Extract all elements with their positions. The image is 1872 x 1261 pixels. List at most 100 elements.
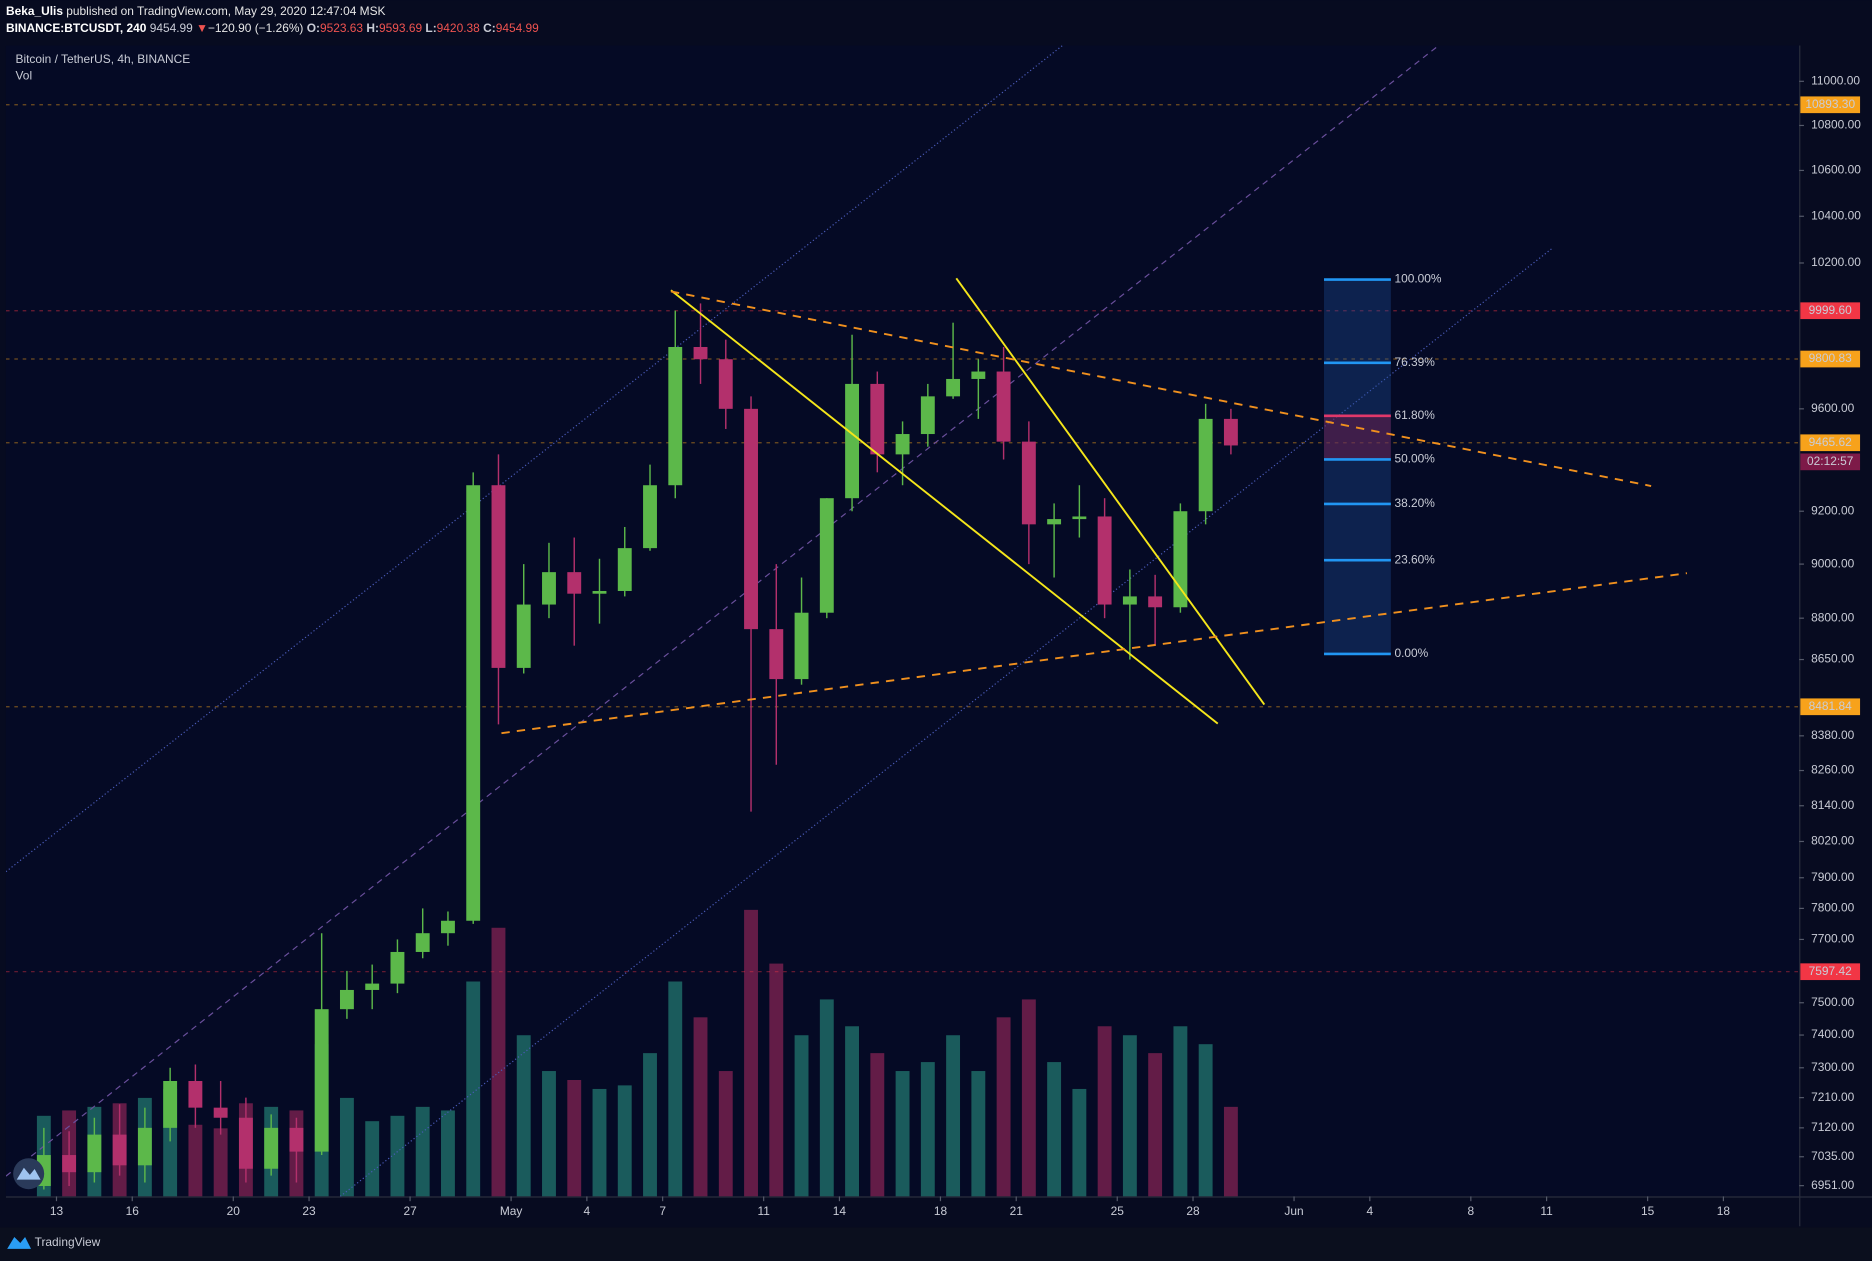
price-tag [1800, 698, 1861, 716]
y-tick-label: 6951.00 [1811, 1178, 1854, 1192]
fib-label: 50.00% [1394, 452, 1435, 466]
candle-body [112, 1134, 127, 1166]
y-tick-label: 11000.00 [1811, 73, 1860, 87]
y-tick-label: 7500.00 [1811, 995, 1854, 1009]
x-tick-label: 25 [1111, 1204, 1125, 1218]
volume-bar [339, 1097, 354, 1197]
last: 9454.99 [150, 21, 193, 35]
author[interactable]: Beka_Ulis [6, 4, 63, 18]
x-tick-label: 23 [302, 1204, 316, 1218]
volume-bar [213, 1128, 228, 1197]
fib-label: 0.00% [1394, 646, 1428, 660]
low: 9420.38 [437, 21, 480, 35]
change: −120.90 (−1.26%) [208, 21, 303, 35]
volume-bar [365, 1121, 380, 1197]
y-tick-label: 7800.00 [1811, 901, 1854, 915]
brand[interactable]: TradingView [35, 1235, 101, 1249]
price-tag [1800, 434, 1861, 452]
header-line: Beka_Ulis published on TradingView.com, … [6, 4, 386, 18]
candle-body [137, 1127, 152, 1166]
volume-bar [1047, 1062, 1062, 1197]
volume-bar [845, 1026, 860, 1197]
volume-bar [415, 1106, 430, 1197]
price-tags: 10893.30 9999.60 9800.83 9465.62 8481.84 7597… [1800, 96, 1861, 981]
y-tick-label: 8020.00 [1811, 834, 1854, 848]
y-tick-label: 8800.00 [1811, 610, 1854, 624]
volume-bar [1223, 1106, 1238, 1197]
x-tick-label: 8 [1468, 1204, 1475, 1218]
volume-bar [744, 909, 758, 1197]
candle-body [920, 396, 935, 435]
wedge-line [955, 277, 1266, 706]
x-tick-label: 13 [50, 1204, 64, 1218]
y-tick-label: 7300.00 [1811, 1060, 1854, 1074]
x-tick-label: 11 [757, 1204, 770, 1218]
volume-bar [794, 1035, 809, 1197]
candle-body [289, 1127, 304, 1152]
volume-bar [819, 999, 834, 1197]
candle-body [946, 378, 961, 397]
price-tag-label: 9465.62 [1809, 435, 1852, 449]
y-tick-label: 7400.00 [1811, 1027, 1854, 1041]
price-tag-label: 9800.83 [1809, 351, 1852, 365]
candle-body [314, 1009, 329, 1152]
candle-body [1021, 441, 1036, 525]
x-tick-label: 4 [1366, 1204, 1373, 1218]
y-tick-label: 8140.00 [1811, 798, 1854, 812]
fib-golden-zone [1324, 415, 1391, 460]
x-tick-label: 18 [934, 1204, 948, 1218]
candle-body [870, 383, 885, 455]
volume-bar [1173, 1026, 1188, 1197]
x-tick-label: 15 [1641, 1204, 1655, 1218]
volume-bar [188, 1124, 203, 1197]
candle-body [1072, 516, 1087, 520]
legend-volume: Vol [16, 69, 33, 83]
volume-bar [466, 981, 481, 1197]
x-tick-label: 18 [1717, 1204, 1731, 1218]
x-tick-label: 21 [1010, 1204, 1024, 1218]
y-tick-label: 10400.00 [1811, 208, 1861, 222]
countdown: 02:12:57 [1807, 454, 1854, 468]
candle-body [62, 1155, 77, 1173]
candle-body [567, 572, 582, 594]
y-tick-label: 9600.00 [1811, 401, 1854, 415]
candle-body [466, 485, 481, 921]
x-tick-label: 16 [126, 1204, 140, 1218]
volume-bar [769, 963, 784, 1197]
price-tag-label: 8481.84 [1809, 699, 1852, 713]
l-label: L: [425, 21, 436, 35]
price-tag-label: 7597.42 [1809, 964, 1852, 978]
volume-bar [1097, 1026, 1112, 1197]
candle-body [643, 485, 657, 549]
volume-bar [491, 927, 506, 1197]
fib-label: 38.20% [1394, 496, 1435, 510]
brand-icon [7, 1236, 32, 1249]
candle-body [895, 434, 910, 455]
volume-bar [567, 1079, 582, 1197]
y-tick-label: 10800.00 [1811, 118, 1861, 132]
volume-bar [1072, 1088, 1087, 1197]
fib-label: 61.80% [1394, 408, 1435, 422]
volume-bar [1021, 999, 1036, 1197]
close: 9454.99 [496, 21, 539, 35]
x-tick-label: May [500, 1204, 523, 1218]
x-tick-label: 14 [833, 1204, 847, 1218]
candle-body [339, 989, 354, 1010]
fib-label: 100.00% [1394, 272, 1441, 286]
volume-bar [441, 1110, 455, 1197]
candle-body [718, 359, 733, 409]
y-tick-label: 7700.00 [1811, 932, 1854, 946]
y-tick-label: 8650.00 [1811, 652, 1854, 666]
candle-body [769, 629, 784, 680]
volume-bar [996, 1017, 1011, 1197]
candle-body [1173, 511, 1188, 608]
candle-body [617, 548, 632, 591]
fib-label: 23.60% [1394, 552, 1435, 566]
wedge-line [670, 289, 1219, 725]
candle-body [845, 383, 860, 499]
candle-body [794, 612, 809, 680]
y-tick-label: 10200.00 [1811, 255, 1861, 269]
symbol-line: BINANCE:BTCUSDT, 240 9454.99 ▼−120.90 (−… [6, 21, 539, 35]
volume-bar [895, 1071, 910, 1197]
